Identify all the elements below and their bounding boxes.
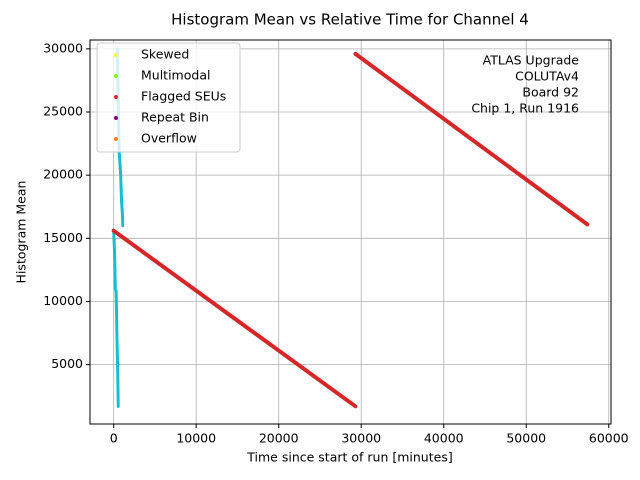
- y-tick-label: 10000: [43, 293, 83, 308]
- y-tick-label: 5000: [51, 356, 83, 371]
- y-axis-label: Histogram Mean: [14, 181, 29, 284]
- x-tick-label: 40000: [424, 431, 464, 446]
- y-tick-label: 15000: [43, 230, 83, 245]
- data-line: [353, 51, 590, 227]
- x-tick-label: 30000: [341, 431, 381, 446]
- y-tick-label: 25000: [43, 104, 83, 119]
- data-line: [111, 228, 358, 409]
- legend-box: [96, 42, 241, 153]
- y-tick-label: 20000: [43, 167, 83, 182]
- legend-label: Multimodal: [141, 68, 210, 83]
- annotation: Board 92: [522, 85, 579, 100]
- annotation: ATLAS Upgrade: [483, 53, 580, 68]
- x-axis-label: Time since start of run [minutes]: [246, 450, 452, 465]
- x-tick-label: 0: [110, 431, 118, 446]
- legend-label: Overflow: [141, 131, 197, 146]
- x-tick-label: 20000: [259, 431, 299, 446]
- legend-label: Skewed: [141, 47, 189, 62]
- legend-marker: [114, 137, 118, 141]
- annotation: COLUTAv4: [515, 69, 579, 84]
- legend-label: Repeat Bin: [141, 110, 209, 125]
- x-tick-label: 10000: [176, 431, 216, 446]
- y-tick-label: 30000: [43, 40, 83, 55]
- legend-label: Flagged SEUs: [141, 89, 226, 104]
- x-tick-label: 50000: [506, 431, 546, 446]
- annotation: Chip 1, Run 1916: [471, 101, 579, 116]
- x-tick-label: 60000: [589, 431, 629, 446]
- legend-marker: [114, 116, 118, 120]
- legend-marker: [114, 74, 118, 78]
- plot-frame: [89, 39, 612, 425]
- legend-marker: [114, 95, 118, 99]
- legend-marker: [114, 53, 118, 57]
- chart-title: Histogram Mean vs Relative Time for Chan…: [171, 11, 529, 29]
- data-line: [112, 229, 120, 408]
